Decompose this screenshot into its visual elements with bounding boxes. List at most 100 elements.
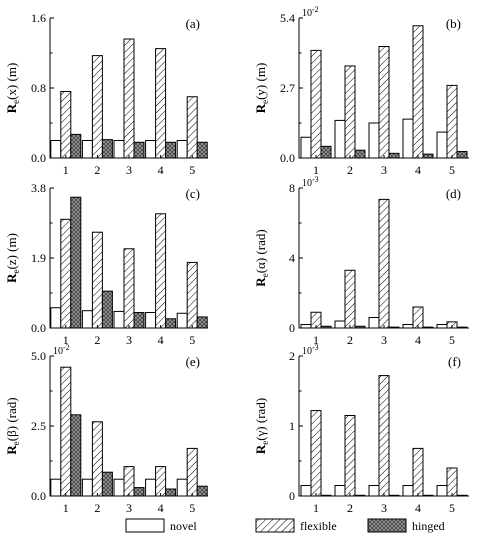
bar-flexible-5 [186,261,198,329]
bar-hinged-1 [320,494,332,497]
x-tick-label: 2 [94,333,100,347]
bar-novel-5 [436,131,448,159]
y-axis-label: Re(γ) (rad) [253,398,270,454]
legend-label-novel: novel [170,519,197,533]
bar-hinged-1 [70,196,82,329]
x-tick-label: 4 [158,163,164,177]
bar-hinged-3 [388,326,400,329]
bar-hinged-4 [165,141,177,159]
bar-novel-3 [368,317,380,329]
bar-hinged-5 [456,494,468,497]
panel-label: (e) [186,354,200,369]
x-tick-label: 5 [189,163,195,177]
bar-hinged-3 [133,141,145,159]
x-tick-label: 2 [347,501,353,515]
bar-novel-2 [334,485,346,497]
bar-hinged-4 [422,494,434,497]
x-tick-label: 1 [313,501,319,515]
x-tick-label: 5 [449,333,455,347]
bar-hinged-2 [354,149,366,159]
bar-hinged-5 [196,316,208,329]
legend-swatch-flexible [255,518,295,533]
bar-hinged-3 [133,487,145,497]
bar-novel-3 [113,478,125,497]
bar-flexible-4 [412,447,424,497]
bar-hinged-4 [165,318,177,329]
y-tick-label: 3.8 [31,181,46,195]
x-tick-label: 3 [381,163,387,177]
y-tick-label: 1 [289,419,295,433]
x-tick-label: 2 [94,163,100,177]
bar-hinged-1 [320,145,332,159]
y-tick-label: 1.6 [31,11,46,25]
panel-1: 0.0 0.8 1.6 1 2 3 4 5 (a) Re(x) (m) [4,11,208,177]
bar-flexible-5 [186,96,198,159]
bar-hinged-2 [354,325,366,329]
y-axis-label: Re(β) (rad) [4,397,21,454]
bar-flexible-2 [344,415,356,497]
bar-flexible-3 [123,38,135,159]
x-tick-label: 1 [313,333,319,347]
y-tick-label: 0.0 [31,151,46,165]
bar-novel-5 [176,312,188,329]
bar-novel-1 [50,140,62,159]
x-tick-label: 5 [189,333,195,347]
bar-novel-1 [300,136,312,159]
x-tick-label: 3 [126,501,132,515]
bar-flexible-1 [60,91,72,159]
x-tick-label: 4 [415,501,421,515]
bar-hinged-1 [70,133,82,159]
bar-flexible-4 [412,25,424,159]
y-tick-label: 0 [289,321,295,335]
bar-novel-4 [145,478,157,497]
bar-hinged-5 [196,485,208,497]
x-tick-label: 1 [63,333,69,347]
legend-swatch-novel [125,518,165,533]
x-tick-label: 2 [347,163,353,177]
bar-novel-1 [300,324,312,329]
bar-hinged-2 [354,494,366,497]
x-tick-label: 4 [415,163,421,177]
legend-swatch-hinged [367,518,407,533]
bar-novel-5 [176,478,188,497]
bar-flexible-5 [186,447,198,497]
y-tick-label: 0.0 [31,489,46,503]
bar-novel-4 [145,140,157,159]
bar-novel-1 [50,307,62,329]
panel-5: 0.0 2.5 5.0 1 2 3 4 5 (e) 10-2 Re(β) (rad) [4,343,208,515]
bar-hinged-5 [456,326,468,329]
bar-flexible-5 [446,467,458,497]
panel-3: 0.0 1.9 3.8 1 2 3 4 5 (c) Re(z) (m) [4,181,208,347]
x-tick-label: 3 [126,333,132,347]
bar-novel-3 [368,122,380,159]
bar-hinged-4 [422,326,434,329]
panel-label: (f) [448,354,461,369]
bar-flexible-1 [310,410,322,497]
bar-hinged-4 [165,488,177,497]
bar-flexible-3 [123,248,135,329]
bar-novel-1 [300,485,312,497]
bar-novel-2 [334,119,346,159]
bar-novel-2 [81,478,93,497]
bar-novel-4 [402,485,414,497]
panel-label: (c) [186,186,200,201]
bar-novel-3 [113,140,125,159]
x-tick-label: 3 [381,501,387,515]
y-tick-label: 4 [289,251,295,265]
y-tick-label: 2 [289,349,295,363]
x-tick-label: 1 [63,163,69,177]
panel-label: (a) [186,16,200,31]
bar-flexible-5 [446,84,458,159]
bar-flexible-3 [378,375,390,497]
bar-novel-3 [368,485,380,497]
x-tick-label: 2 [347,333,353,347]
panel-label: (d) [446,186,461,201]
bar-hinged-2 [101,471,113,497]
axis-multiplier: 10-2 [302,5,319,19]
axis-multiplier: 10-2 [53,343,70,357]
bar-hinged-2 [101,290,113,329]
x-tick-label: 5 [449,163,455,177]
panel-2: 0.0 2.7 5.4 1 2 3 4 5 (b) 10-2 Re(y) (m) [253,5,469,177]
x-tick-label: 2 [94,501,100,515]
